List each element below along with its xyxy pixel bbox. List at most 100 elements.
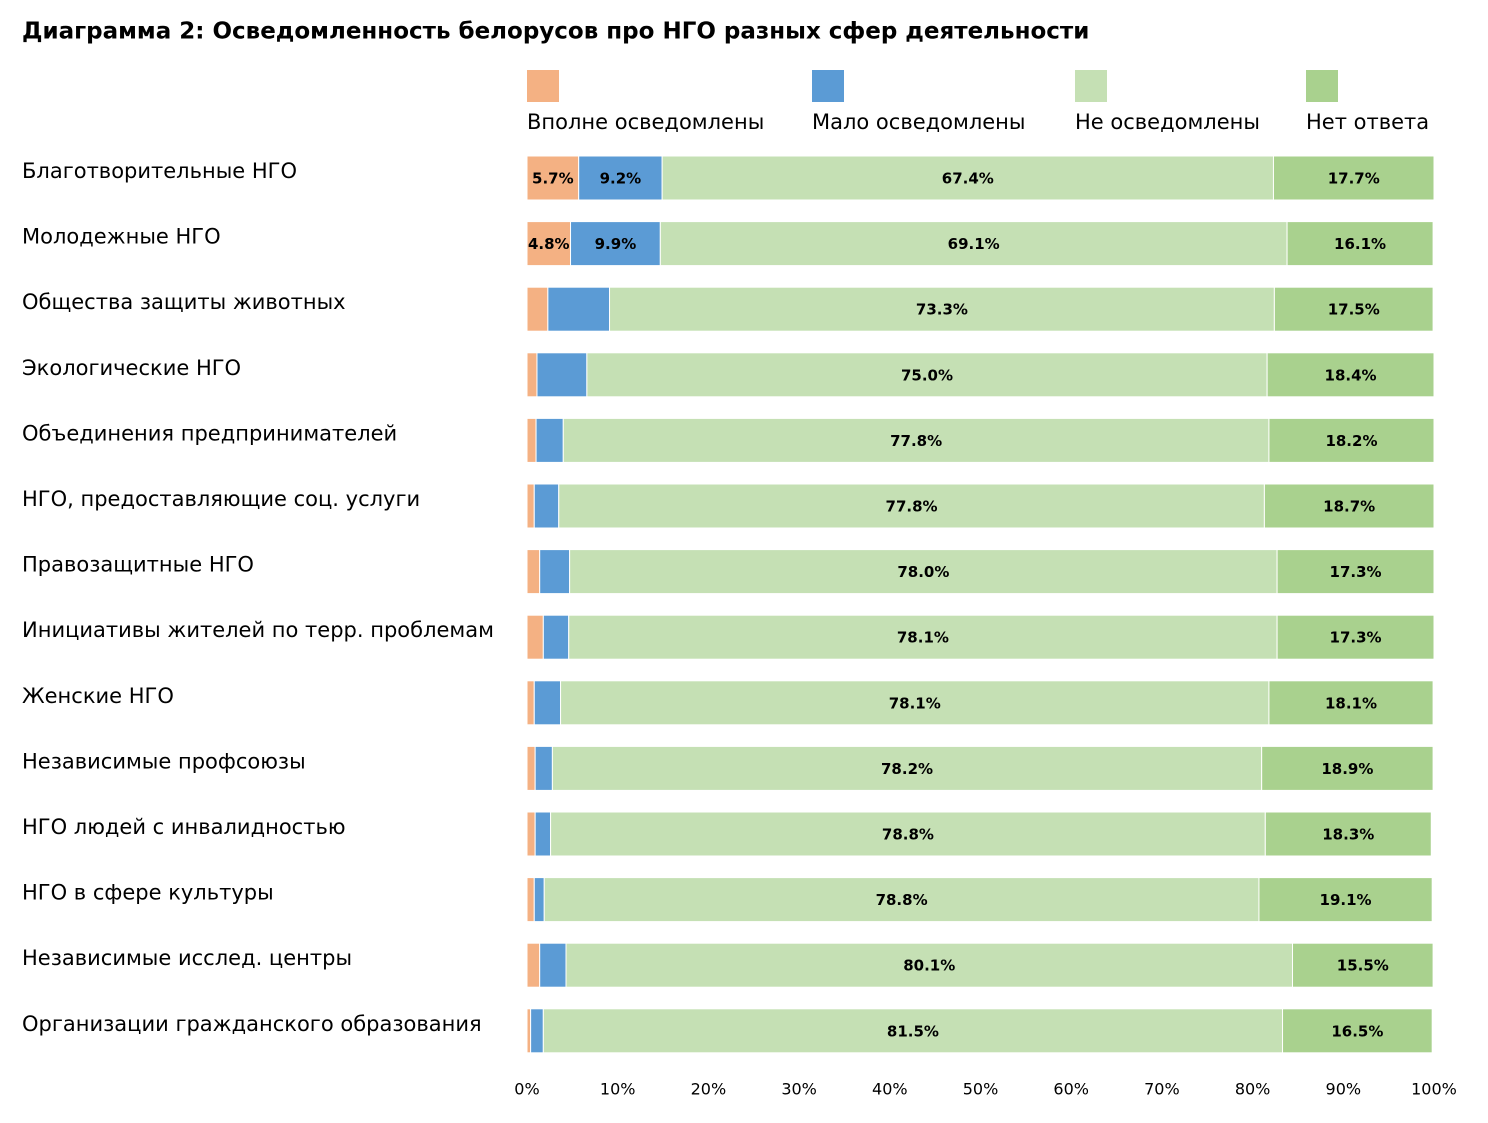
bar-segment xyxy=(1266,352,1435,398)
bar-segment xyxy=(568,614,1278,660)
x-tick-label: 60% xyxy=(1053,1080,1089,1099)
chart-title: Диаграмма 2: Осведомленность белорусов п… xyxy=(22,19,1089,45)
x-tick-label: 100% xyxy=(1411,1080,1457,1099)
legend-label: Не осведомлены xyxy=(1075,110,1260,134)
legend-swatch xyxy=(812,70,844,102)
bar-segment xyxy=(1292,942,1434,988)
x-tick-label: 70% xyxy=(1144,1080,1180,1099)
value-label: 78.8% xyxy=(882,826,934,844)
value-label: 9.9% xyxy=(595,235,637,253)
legend-swatch xyxy=(1075,70,1107,102)
bar-segment xyxy=(526,352,538,398)
legend-label: Вполне осведомлены xyxy=(527,110,764,134)
bar-segment xyxy=(533,483,560,529)
bar-segment xyxy=(661,155,1274,201)
bar-segment xyxy=(535,417,564,463)
category-label: НГО в сфере культуры xyxy=(22,881,274,905)
bar-segment xyxy=(578,155,663,201)
value-label: 78.0% xyxy=(897,563,949,581)
bar-segment xyxy=(543,877,1260,923)
bar-segment xyxy=(1268,417,1435,463)
category-label: НГО, предоставляющие соц. услуги xyxy=(22,487,420,511)
bar-segment xyxy=(526,549,541,595)
x-tick-label: 0% xyxy=(514,1080,539,1099)
bar-segment xyxy=(569,549,1278,595)
bar-segment xyxy=(534,811,552,857)
value-label: 18.4% xyxy=(1325,366,1377,384)
bar-segment xyxy=(539,942,567,988)
value-label: 17.3% xyxy=(1330,629,1382,647)
bar-segment xyxy=(1276,614,1435,660)
category-label: Организации гражданского образования xyxy=(22,1012,482,1036)
bar-segment xyxy=(570,221,661,267)
bar-segment xyxy=(550,811,1266,857)
value-label: 77.8% xyxy=(890,432,942,450)
value-label: 73.3% xyxy=(916,301,968,319)
category-label: НГО людей с инвалидностью xyxy=(22,815,346,839)
category-label: Экологические НГО xyxy=(22,356,241,380)
x-tick-label: 30% xyxy=(781,1080,817,1099)
bar-segment xyxy=(526,614,544,660)
bar-segment xyxy=(560,680,1270,726)
bar-segment xyxy=(526,745,536,791)
bar-segment xyxy=(1272,155,1435,201)
value-label: 17.3% xyxy=(1330,563,1382,581)
value-label: 78.8% xyxy=(876,891,928,909)
value-label: 4.8% xyxy=(528,235,570,253)
value-label: 78.1% xyxy=(889,694,941,712)
category-label: Объединения предпринимателей xyxy=(22,421,397,445)
legend-swatch xyxy=(527,70,559,102)
bar-segment xyxy=(534,745,553,791)
bar-segment xyxy=(539,549,571,595)
bar-segment xyxy=(659,221,1288,267)
value-label: 18.7% xyxy=(1323,498,1375,516)
bar-segment xyxy=(1273,286,1434,332)
category-label: Независимые исслед. центры xyxy=(22,946,352,970)
bar-segment xyxy=(609,286,1275,332)
bar-segment xyxy=(526,155,580,201)
x-tick-label: 90% xyxy=(1326,1080,1362,1099)
bar-segment xyxy=(1282,1008,1433,1054)
bar-segment xyxy=(1264,811,1432,857)
category-label: Благотворительные НГО xyxy=(22,159,297,183)
value-label: 17.5% xyxy=(1328,301,1380,319)
bar-segment xyxy=(547,286,611,332)
x-tick-label: 10% xyxy=(600,1080,636,1099)
bar-segment xyxy=(1263,483,1435,529)
bar-segment xyxy=(533,877,545,923)
value-label: 67.4% xyxy=(942,170,994,188)
bar-segment xyxy=(1276,549,1435,595)
value-label: 16.5% xyxy=(1331,1022,1383,1040)
legend-label: Нет ответа xyxy=(1306,110,1429,134)
value-label: 78.1% xyxy=(897,629,949,647)
bar-segment xyxy=(526,483,535,529)
bar-segment xyxy=(536,352,588,398)
category-label: Общества защиты животных xyxy=(22,290,346,314)
x-tick-label: 20% xyxy=(691,1080,727,1099)
value-label: 77.8% xyxy=(886,498,938,516)
value-label: 19.1% xyxy=(1320,891,1372,909)
category-label: Женские НГО xyxy=(22,684,174,708)
bar-segment xyxy=(526,286,549,332)
value-label: 9.2% xyxy=(600,170,642,188)
bar-segment xyxy=(526,221,572,267)
value-label: 16.1% xyxy=(1334,235,1386,253)
value-label: 81.5% xyxy=(887,1022,939,1040)
value-label: 18.2% xyxy=(1325,432,1377,450)
bar-segment xyxy=(526,680,535,726)
x-tick-label: 40% xyxy=(872,1080,908,1099)
x-tick-label: 50% xyxy=(963,1080,999,1099)
bar-segment xyxy=(1286,221,1434,267)
value-label: 78.2% xyxy=(881,760,933,778)
bar-segment xyxy=(565,942,1294,988)
bar-segment xyxy=(551,745,1263,791)
category-label: Инициативы жителей по терр. проблемам xyxy=(22,618,494,642)
bar-segment xyxy=(526,877,535,923)
value-label: 5.7% xyxy=(532,170,574,188)
value-label: 80.1% xyxy=(903,957,955,975)
bar-segment xyxy=(526,811,536,857)
value-label: 15.5% xyxy=(1337,957,1389,975)
value-label: 75.0% xyxy=(901,366,953,384)
value-label: 17.7% xyxy=(1328,170,1380,188)
